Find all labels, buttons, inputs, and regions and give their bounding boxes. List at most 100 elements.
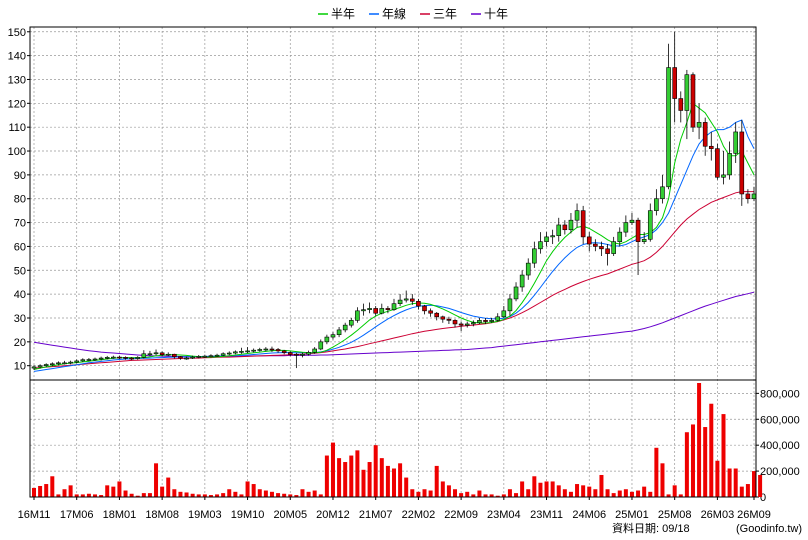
candle-body	[574, 210, 580, 221]
candle	[477, 317, 482, 324]
candle-body	[550, 235, 555, 238]
candle-body	[251, 349, 256, 352]
candle-body	[428, 310, 433, 314]
price-tick-label: 40	[14, 289, 26, 301]
volume-bar	[294, 495, 299, 497]
candle-body	[696, 122, 702, 128]
volume-bar	[99, 495, 104, 497]
candle-body	[220, 353, 226, 356]
price-tick-label: 10	[14, 361, 26, 373]
volume-bar	[495, 495, 500, 497]
candle-body	[654, 198, 659, 211]
price-grid	[30, 27, 756, 497]
volume-bar	[703, 427, 708, 497]
candle-body	[312, 348, 317, 353]
candle	[50, 362, 55, 367]
candle	[623, 215, 629, 237]
volume-bar	[349, 455, 354, 497]
candle-body	[214, 354, 220, 357]
x-tick-label: 19M10	[231, 509, 265, 521]
candle-body	[202, 355, 208, 358]
volume-bar	[166, 477, 171, 497]
volume-bar	[660, 463, 665, 497]
candle-body	[263, 348, 269, 351]
volume-bar	[666, 494, 671, 497]
x-tick-label: 20M12	[316, 509, 350, 521]
candle	[226, 351, 232, 356]
candle-body	[348, 320, 354, 326]
volume-bar	[93, 494, 98, 497]
candle	[538, 232, 543, 254]
price-tick-label: 150	[8, 27, 26, 39]
volume-bar	[678, 494, 683, 497]
candle-body	[532, 248, 537, 264]
candle	[300, 352, 305, 358]
candle-body	[111, 356, 116, 359]
volume-bar	[611, 493, 616, 497]
price-tick-label: 30	[14, 313, 26, 325]
candle-body	[495, 316, 501, 321]
volume-bar	[337, 458, 342, 497]
candle-body	[391, 303, 397, 310]
candle-body	[318, 341, 324, 350]
volume-bar	[446, 485, 451, 497]
candle	[702, 117, 708, 156]
candle	[519, 270, 525, 292]
candle	[239, 347, 244, 354]
candle-body	[379, 308, 385, 314]
volume-bar	[459, 493, 464, 497]
candle-body	[269, 348, 275, 351]
legend-label: 十年	[484, 7, 508, 21]
x-tick-label: 20M05	[273, 509, 307, 521]
candle	[403, 290, 409, 303]
volume-bar	[428, 490, 433, 497]
volume-bar	[501, 494, 506, 497]
candle-body	[721, 174, 726, 178]
volume-tick-label: 200,000	[760, 466, 800, 478]
volume-bar	[56, 494, 61, 497]
candle-body	[92, 358, 98, 361]
volume-bar	[215, 494, 220, 497]
volume-bar	[141, 493, 146, 497]
volume-bar	[617, 490, 622, 497]
candle	[574, 203, 580, 228]
candlesticks	[31, 31, 757, 370]
candle-body	[507, 298, 513, 312]
candle-body	[544, 236, 549, 242]
candle-body	[56, 362, 61, 365]
price-tick-label: 130	[8, 74, 26, 86]
candle	[233, 350, 238, 355]
volume-bar	[276, 493, 281, 497]
candle	[678, 91, 684, 123]
candle	[294, 352, 299, 369]
volume-bar	[593, 489, 598, 497]
candle-body	[623, 222, 629, 233]
candle	[153, 349, 159, 356]
volume-bar	[86, 493, 91, 497]
volume-bar	[544, 481, 549, 497]
candle-body	[355, 310, 360, 321]
candle-body	[739, 131, 745, 195]
candle-body	[190, 356, 195, 359]
volume-bar	[300, 489, 305, 497]
volume-bar	[251, 484, 256, 497]
volume-bar	[245, 481, 250, 497]
volume-bar	[575, 484, 580, 497]
volume-bar	[489, 494, 494, 497]
candle	[74, 359, 80, 364]
candle-body	[294, 353, 299, 356]
x-tick-label: 25M08	[658, 509, 692, 521]
candle	[318, 339, 324, 351]
candle-body	[330, 334, 336, 338]
candle-body	[196, 356, 202, 358]
volume-bar	[684, 432, 689, 497]
volume-bar	[288, 494, 293, 497]
volume-bar	[648, 491, 653, 497]
volume-bar	[733, 468, 738, 497]
candle	[281, 349, 287, 355]
volume-bar	[709, 403, 714, 497]
candle	[245, 347, 250, 354]
volume-bar	[202, 494, 207, 497]
volume-bar	[80, 494, 85, 497]
candle-body	[43, 364, 49, 366]
